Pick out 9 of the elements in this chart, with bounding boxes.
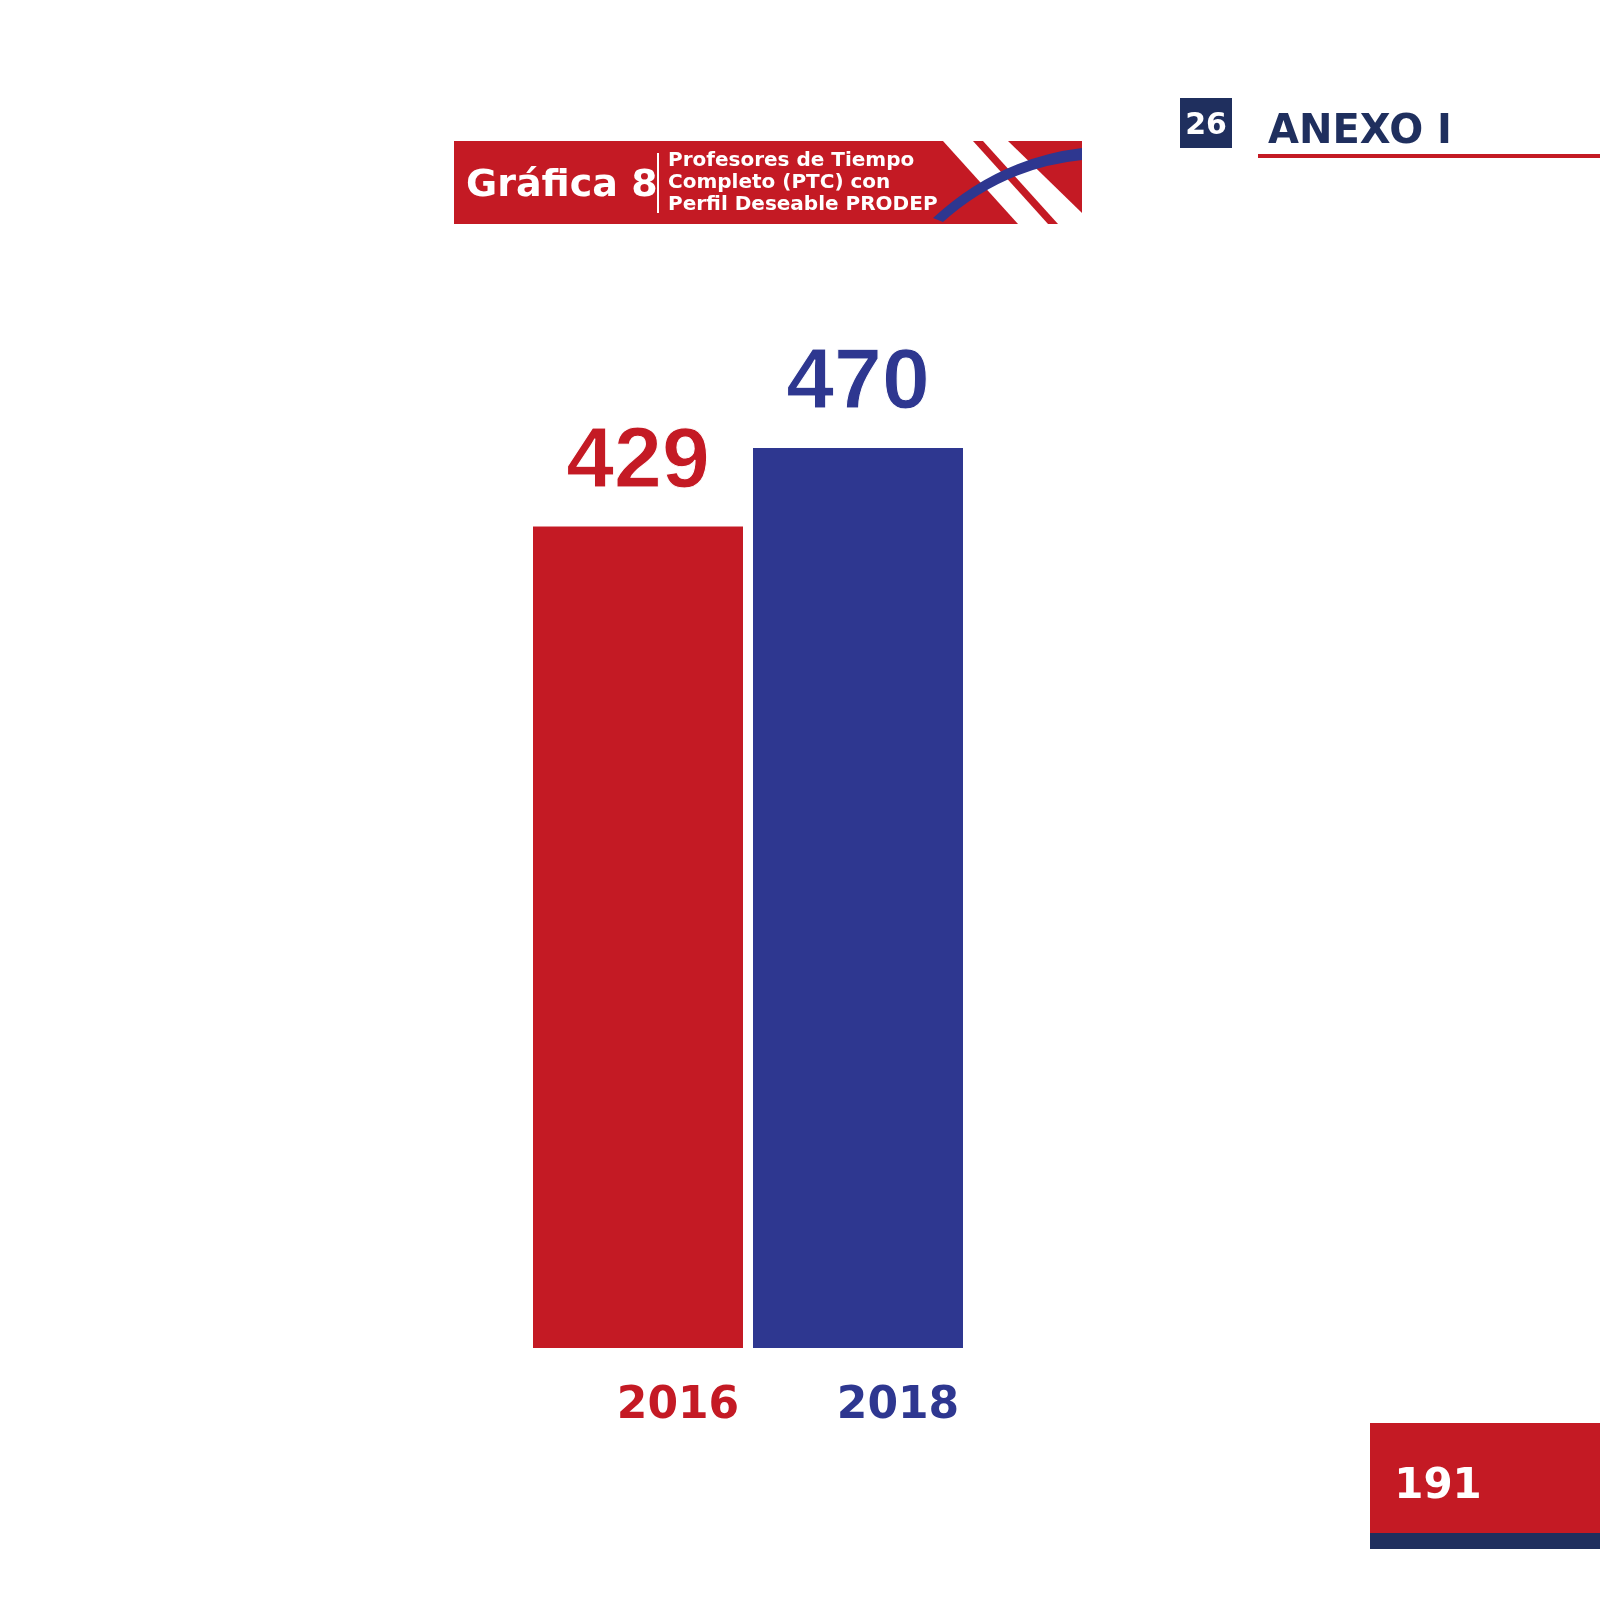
- data-label: 470: [786, 330, 930, 426]
- text: ANEXO I: [1268, 106, 1452, 152]
- text: 26: [1185, 106, 1227, 141]
- data-label: 429: [566, 408, 710, 505]
- chart-title: Gráfica 8: [466, 161, 658, 205]
- text: 191: [1394, 1459, 1482, 1508]
- x-tick-label: 2018: [836, 1377, 960, 1428]
- x-tick-label: 2016: [616, 1377, 740, 1428]
- chart-subtitle: Profesores de Tiempo Completo (PTC) con Perfil Deseable PRODEP: [668, 147, 938, 215]
